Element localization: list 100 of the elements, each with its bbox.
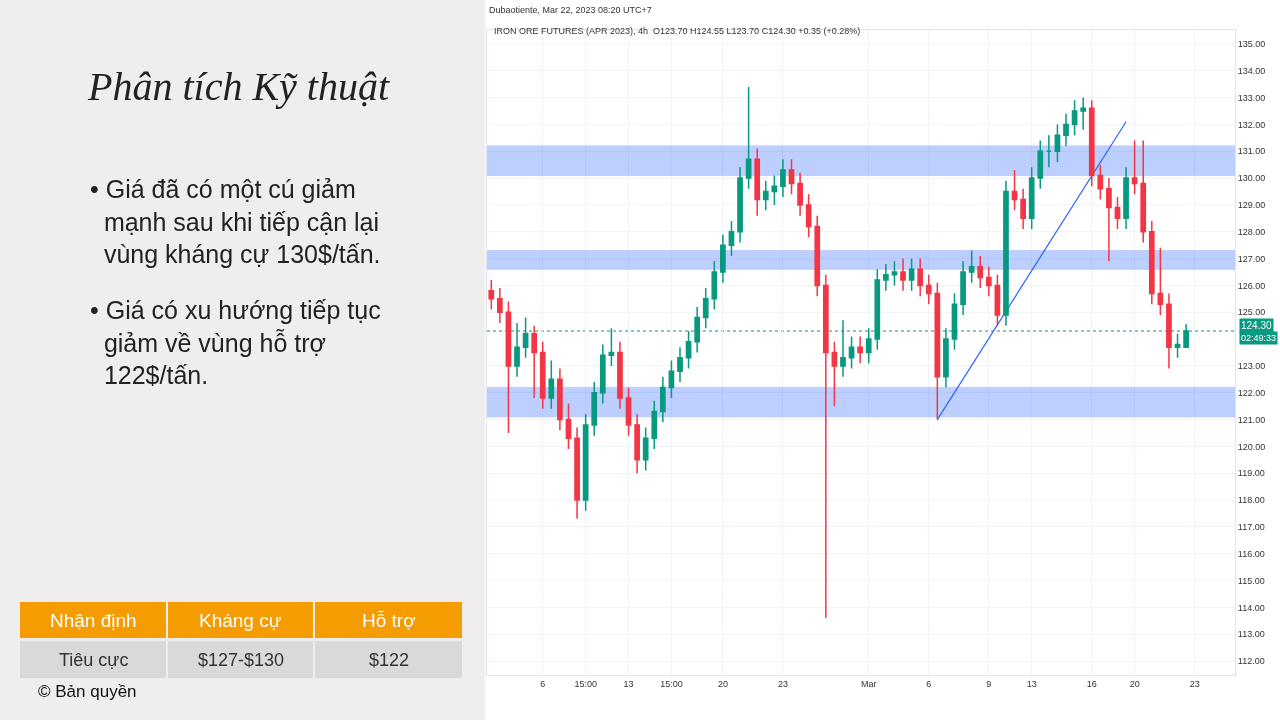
candlestick <box>660 375 666 424</box>
y-tick-label: 133.00 <box>1237 92 1266 103</box>
candlestick <box>745 86 752 190</box>
candlestick <box>934 281 941 421</box>
candlestick <box>1097 163 1104 201</box>
candlestick <box>1114 196 1121 230</box>
candlestick <box>720 233 726 284</box>
text: Nhận định <box>50 610 137 631</box>
candlestick <box>1003 180 1009 327</box>
candlestick <box>591 381 598 437</box>
candlestick <box>960 260 966 316</box>
candlestick <box>599 343 606 405</box>
candlestick <box>651 400 658 450</box>
candlestick <box>1080 96 1087 131</box>
candlestick <box>848 335 855 370</box>
x-tick-label: 13 <box>623 678 634 689</box>
text: Dubaotiente, Mar 22, 2023 08:20 UTC+7 <box>489 5 652 15</box>
y-tick-label: 115.00 <box>1237 575 1265 586</box>
candlestick <box>814 214 821 297</box>
candlestick <box>891 260 898 287</box>
candlestick <box>574 426 580 520</box>
text: 02:49:33 <box>1241 333 1277 343</box>
candlestick <box>677 346 683 383</box>
candlestick <box>1088 99 1095 187</box>
y-tick-label: 112.00 <box>1237 656 1265 667</box>
candlestick <box>531 324 538 399</box>
y-tick-label: 121.00 <box>1237 414 1266 425</box>
candlestick <box>797 171 803 217</box>
candlestick <box>994 273 1001 327</box>
y-tick-label: 134.00 <box>1237 65 1266 76</box>
x-tick-label: 6 <box>540 678 546 689</box>
x-tick-label: 6 <box>926 678 932 689</box>
y-tick-label: 132.00 <box>1237 119 1266 130</box>
x-tick-label: Mar <box>860 678 877 689</box>
text: Tiêu cực <box>59 650 129 670</box>
candlestick <box>617 341 623 410</box>
y-tick-label: 126.00 <box>1237 280 1266 291</box>
y-tick-label: 113.00 <box>1237 629 1265 640</box>
text: • Giá có xu hướng tiếp tục giảm về vùng hỗ trợ 122$/tấn. <box>90 296 381 389</box>
y-tick-label: 123.00 <box>1237 361 1266 372</box>
y-tick-label: 131.00 <box>1237 146 1266 157</box>
y-tick-label: 119.00 <box>1237 468 1265 479</box>
candlestick <box>1106 177 1112 263</box>
x-tick-label: 20 <box>1129 678 1140 689</box>
candlestick <box>1054 123 1061 163</box>
y-tick-label: 130.00 <box>1237 173 1266 184</box>
candlestick <box>1020 188 1026 230</box>
y-tick-label: 114.00 <box>1237 602 1265 613</box>
text: Hỗ trợ <box>362 610 416 631</box>
candlestick <box>728 220 735 257</box>
candlestick <box>505 300 512 434</box>
candlestick <box>668 359 675 399</box>
candlestick <box>883 263 889 292</box>
candlestick <box>857 335 863 364</box>
candlestick <box>565 402 572 450</box>
y-tick-label: 125.00 <box>1237 307 1266 318</box>
candlestick <box>977 255 984 289</box>
x-tick-label: 23 <box>777 678 788 689</box>
text: $127-$130 <box>198 650 285 670</box>
candlestick <box>497 287 503 324</box>
candlestick <box>805 193 812 238</box>
candlestick <box>1011 169 1018 212</box>
candlestick <box>1174 332 1181 359</box>
candlestick <box>908 257 915 292</box>
candlestick <box>711 260 718 311</box>
candlestick <box>754 147 761 217</box>
candlestick <box>642 426 649 472</box>
x-tick-label: 20 <box>717 678 728 689</box>
annotation: IRON ORE FUTURES (APR 2023), 4h O123.70 H124.55 L123.70 C124.30 +0.35 (+0.28%) <box>494 26 861 36</box>
y-tick-label: 122.00 <box>1237 387 1266 398</box>
x-tick-label: 13 <box>1026 678 1037 689</box>
text: Phân tích Kỹ thuật <box>87 64 390 109</box>
candlestick <box>917 257 924 297</box>
text: Kháng cự <box>199 610 282 631</box>
candlestick <box>1140 139 1147 244</box>
ref-line-label: 124.30 <box>1241 320 1273 331</box>
candlestick <box>900 257 906 292</box>
candlestick <box>1157 247 1164 316</box>
text: $122 <box>369 650 410 670</box>
x-tick-label: 15:00 <box>660 678 683 689</box>
candlestick <box>925 273 932 305</box>
candlestick <box>557 367 563 432</box>
y-tick-label: 116.00 <box>1237 548 1265 559</box>
y-tick-label: 128.00 <box>1237 226 1266 237</box>
candlestick <box>582 413 589 512</box>
candlestick <box>968 249 975 284</box>
candlestick <box>1148 220 1155 305</box>
y-tick-label: 127.00 <box>1237 253 1266 264</box>
candlestick <box>634 413 640 474</box>
x-tick-label: 16 <box>1086 678 1097 689</box>
candlestick <box>1071 99 1078 136</box>
y-tick-label: 135.00 <box>1237 39 1266 50</box>
candlestick <box>780 158 786 198</box>
x-tick-label: 23 <box>1189 678 1200 689</box>
candlestick <box>1123 166 1129 230</box>
y-tick-label: 117.00 <box>1237 522 1265 533</box>
candlestick <box>1037 139 1044 190</box>
candlestick <box>771 174 778 206</box>
candlestick <box>548 359 555 410</box>
candlestick <box>1063 112 1069 147</box>
